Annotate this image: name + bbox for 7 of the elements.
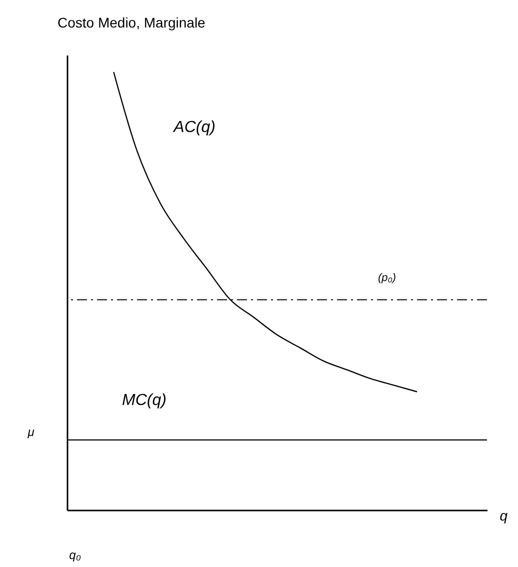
text: μ <box>26 425 35 439</box>
text: AC(q) <box>172 119 216 136</box>
x-axis-title: q <box>500 508 508 524</box>
ref-line-label: (p₀) <box>378 272 396 284</box>
y-axis-title: Costo Medio, Marginale <box>58 14 206 30</box>
text: q₀ <box>69 548 81 562</box>
series-label: MC(q) <box>122 392 166 409</box>
